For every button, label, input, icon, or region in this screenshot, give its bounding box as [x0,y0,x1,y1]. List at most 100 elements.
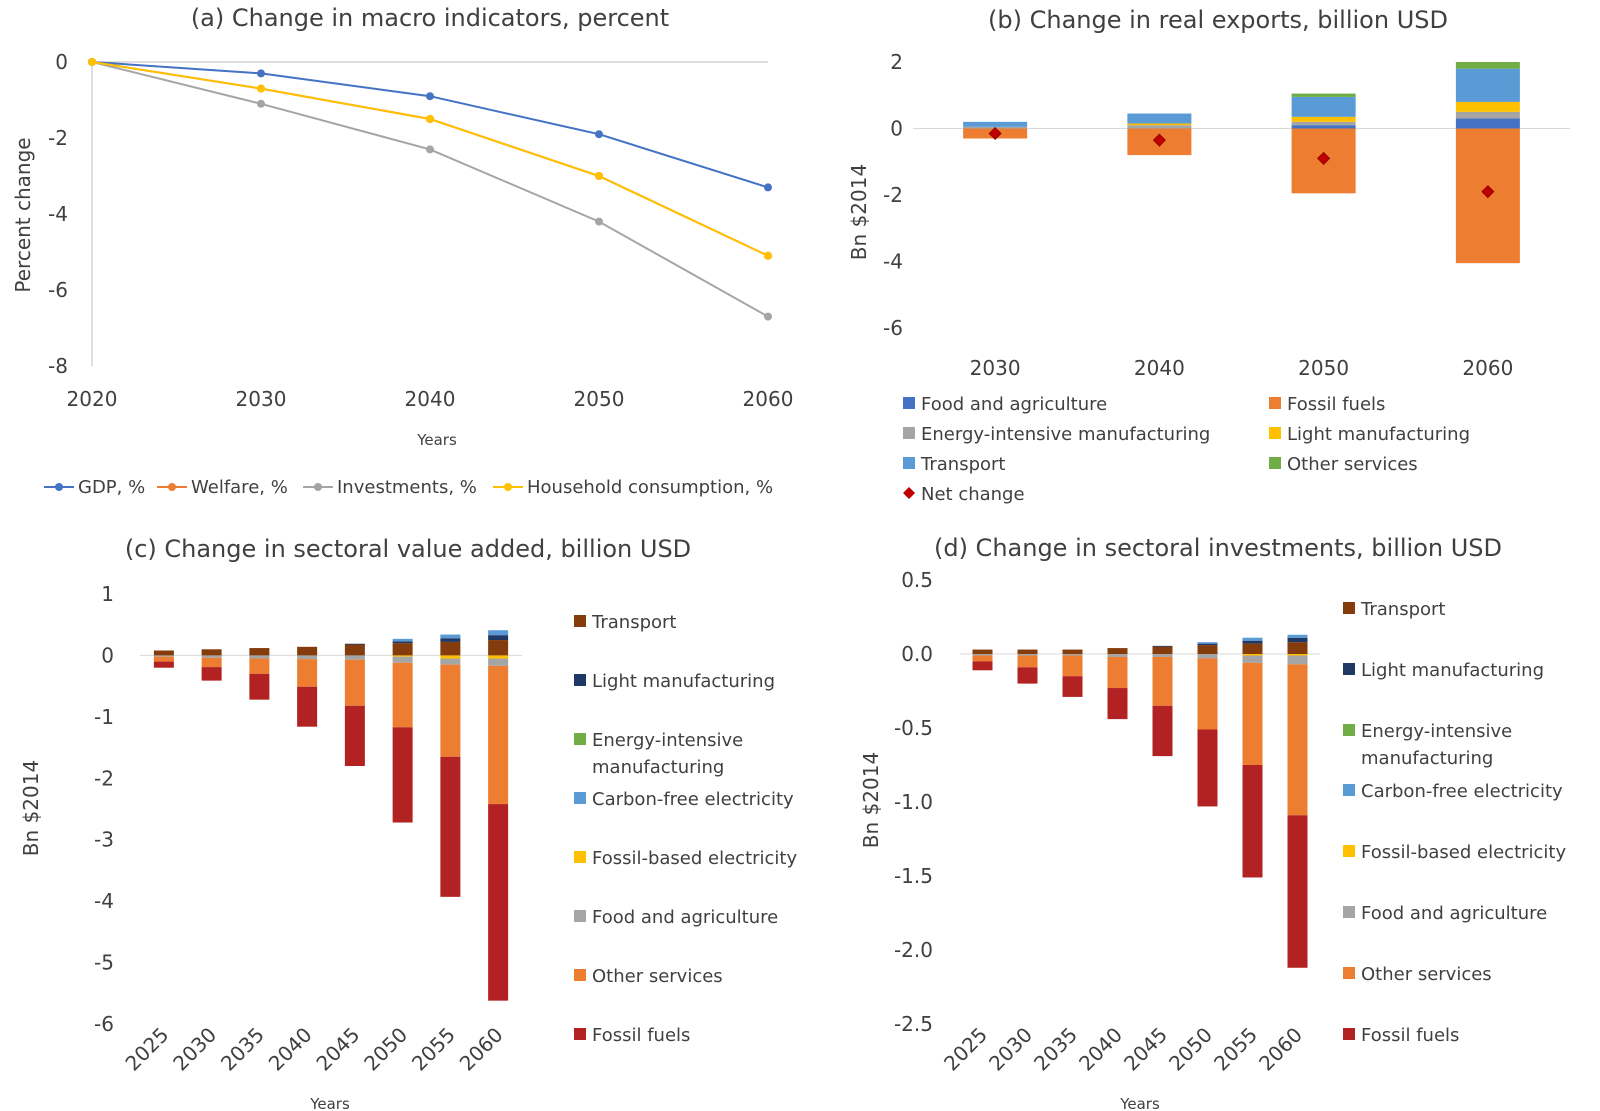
panel-c-segment-other-services [392,662,413,728]
panel-c-segment-fossil-fuels [153,661,174,668]
panel-a-legend-label: GDP, % [78,477,145,498]
panel-d-y-tick: -2.5 [894,1012,933,1036]
panel-c-legend-label: Fossil fuels [592,1025,690,1046]
panel-c-legend-item: Fossil fuels [574,1025,690,1046]
panel-b-legend-swatch [903,427,915,439]
panel-d-bar-2060 [1287,634,1308,968]
panel-a-legend-item: GDP, % [44,477,145,498]
panel-b-y-tick: -2 [883,183,903,207]
panel-a-x-tick: 2060 [743,387,794,411]
panel-c-legend-swatch [574,733,586,745]
panel-a-y-title: Percent change [11,137,35,292]
panel-b-segment-light-manufacturing [1291,116,1356,122]
panel-b-bar-2060 [1455,62,1520,264]
panel-d-legend-label: manufacturing [1361,748,1493,769]
panel-c-legend-swatch [574,851,586,863]
panel-d-x-tick: 2055 [1209,1023,1262,1076]
panel-c-y-tick: 0 [101,643,114,667]
panel-c-legend-label: Other services [592,966,723,987]
panel-d-legend-item: Fossil fuels [1343,1025,1459,1046]
panel-d-segment-food-and-agriculture [1062,654,1083,656]
panel-d-segment-transport [1152,646,1173,654]
panel-c-bar-2035 [249,648,270,700]
panel-a-legend-item: Welfare, % [157,477,288,498]
panel-a-point [764,312,772,321]
panel-b-legend-swatch [903,487,915,499]
panel-d-segment-food-and-agriculture [1242,655,1263,663]
panel-c-legend-swatch [574,674,586,686]
panel-c-segment-carbon-free-electricity [488,630,509,636]
panel-d-x-tick: 2045 [1119,1023,1172,1076]
panel-d-legend-item: Transport [1343,599,1445,620]
panel-a-point [257,84,265,93]
panel-c-bar-2025 [153,650,174,668]
panel-d-segment-food-and-agriculture [1287,655,1308,665]
panel-c-segment-carbon-free-electricity [440,634,461,639]
panel-a-point [88,58,96,66]
panel-c-bar-2045 [344,643,365,766]
panel-b-y-tick: -6 [883,316,903,340]
panel-d-segment-fossil-based-electricity [1242,654,1263,656]
panel-c-segment-fossil-fuels [440,756,461,897]
panel-d-legend-swatch [1343,845,1355,857]
panel-c-segment-transport [153,650,174,656]
panel-c-segment-light-manufacturing [440,638,461,642]
panel-a-series-line-gdp [91,61,769,189]
panel-d-legend-label: Light manufacturing [1361,660,1544,681]
panel-d-bar-2045 [1152,645,1173,757]
panel-b-segment-food-and-agriculture [1455,118,1520,129]
panel-c-legend-item: Energy-intensive manufacturing [574,730,743,778]
panel-b-legend-label: Other services [1287,454,1418,475]
panel-d-y-tick: 0.0 [901,642,933,666]
panel-b-legend-item: Energy-intensive manufacturing [903,424,1210,445]
panel-d-segment-fossil-fuels [1017,667,1038,684]
panel-d-legend-label: Transport [1360,599,1445,620]
panel-d-legend-swatch [1343,602,1355,614]
panel-c-y-title: Bn $2014 [19,760,43,856]
panel-b-segment-other-services [1291,93,1356,97]
panel-d: (d) Change in sectoral investments, bill… [859,534,1566,1111]
panel-c-segment-other-services [488,665,509,805]
panel-d-legend-label: Energy-intensive [1361,721,1512,742]
panel-c-legend-swatch [574,969,586,981]
panel-c-legend-item: Light manufacturing [574,671,775,692]
panel-d-segment-transport [1197,645,1218,654]
panel-a-legend-marker [55,483,63,491]
panel-d-legend-swatch [1343,663,1355,675]
panel-d-segment-other-services [972,655,993,662]
panel-b-segment-transport [1291,96,1356,117]
panel-b-x-tick: 2030 [970,356,1021,380]
panel-a-y-tick: -4 [48,202,68,226]
panel-d-legend-label: Fossil fuels [1361,1025,1459,1046]
panel-d-bar-2055 [1242,637,1263,878]
panel-b-legend-swatch [903,457,915,469]
panel-c-legend-label: Carbon-free electricity [592,789,794,810]
panel-d-legend-label: Carbon-free electricity [1361,781,1563,802]
panel-b-legend-item: Fossil fuels [1269,394,1385,415]
panel-c-segment-transport [440,641,461,656]
panel-d-x-tick: 2035 [1029,1023,1082,1076]
panel-c-segment-food-and-agriculture [344,655,365,660]
panel-d-segment-fossil-fuels [1197,729,1218,807]
panel-d-segment-fossil-fuels [1287,815,1308,968]
panel-d-y-tick: -1.5 [894,864,933,888]
panel-c-segment-fossil-based-electricity [392,655,413,657]
panel-c-segment-food-and-agriculture [153,655,174,657]
panel-c-legend-label: Light manufacturing [592,671,775,692]
panel-c-x-tick: 2045 [311,1023,364,1076]
panel-c-legend-label: Transport [591,612,676,633]
panel-c-y-tick: -4 [94,889,114,913]
panel-a-x-tick: 2050 [574,387,625,411]
panel-c-y-tick: -3 [94,828,114,852]
panel-c-segment-transport [488,640,509,656]
panel-d-legend-item: Other services [1343,964,1492,985]
panel-b-bar-2050 [1291,93,1356,194]
panel-a-series-line-welfare [91,61,769,257]
panel-d-segment-fossil-fuels [972,661,993,671]
panel-b-legend-item: Other services [1269,454,1418,475]
panel-b-net-change-marker [1481,185,1495,199]
panel-c-segment-carbon-free-electricity [392,638,413,642]
panel-d-legend-label: Other services [1361,964,1492,985]
panel-d-segment-light-manufacturing [1287,637,1308,643]
panel-c-segment-food-and-agriculture [440,658,461,665]
